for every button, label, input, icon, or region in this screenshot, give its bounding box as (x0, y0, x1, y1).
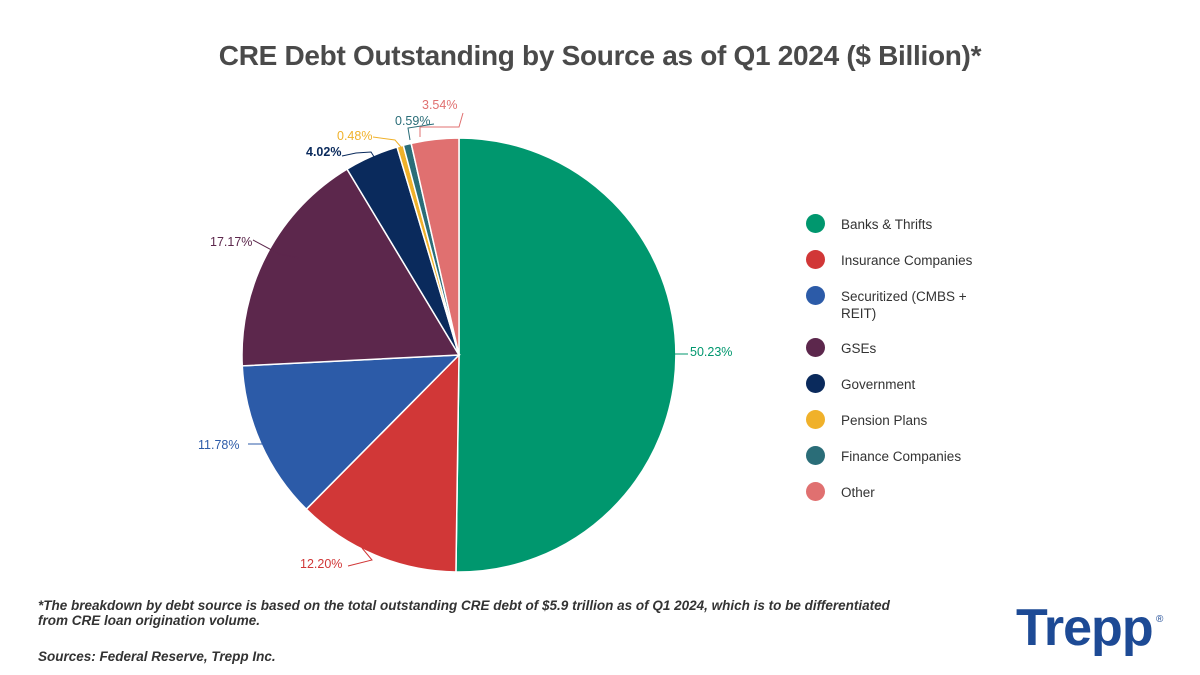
sources-note: Sources: Federal Reserve, Trepp Inc. (38, 649, 276, 664)
leader-line (341, 151, 379, 164)
legend-swatch-icon (806, 286, 825, 305)
legend-swatch-icon (806, 482, 825, 501)
data-label: 4.02% (306, 145, 341, 159)
data-label: 50.23% (690, 345, 732, 359)
legend-label: Other (841, 485, 875, 500)
registered-mark: ® (1156, 614, 1164, 625)
legend-item: Pension Plans (806, 410, 1006, 430)
chart-legend: Banks & Thrifts Insurance Companies Securi… (806, 214, 1006, 518)
legend-item: Government (806, 374, 1006, 394)
legend-swatch-icon (806, 250, 825, 269)
data-label: 11.78% (198, 438, 239, 452)
legend-label: Government (841, 377, 916, 392)
data-label: 0.59% (395, 114, 430, 128)
leader-line (419, 112, 464, 137)
legend-swatch-icon (806, 446, 825, 465)
legend-item: GSEs (806, 338, 1006, 358)
leader-line (347, 547, 373, 567)
data-label: 12.20% (300, 557, 342, 571)
pie-slice-other (410, 137, 460, 356)
legend-label: Insurance Companies (841, 253, 973, 268)
legend-label: Pension Plans (841, 413, 928, 428)
data-label: 3.54% (422, 98, 457, 112)
pie-slice-gses (241, 168, 461, 367)
pie-slices (241, 137, 677, 573)
pie-slice-banks-thrifts (455, 137, 677, 573)
data-label: 0.48% (337, 129, 372, 143)
pie-leader-lines (248, 112, 688, 567)
legend-item: Other (806, 482, 1006, 502)
leader-line (407, 123, 435, 141)
legend-label: GSEs (841, 341, 877, 356)
legend-label: Securitized (CMBS + REIT) (841, 289, 967, 321)
footnote: *The breakdown by debt source is based o… (38, 598, 890, 628)
legend-item: Securitized (CMBS + REIT) (806, 286, 1006, 322)
legend-swatch-icon (806, 410, 825, 429)
legend-item: Finance Companies (806, 446, 1006, 466)
pie-data-labels: 50.23% 12.20% 11.78% 17.17% 4.02% 0.48% 0.59% 3… (198, 98, 732, 571)
legend-label: Finance Companies (841, 449, 962, 464)
legend-label: Banks & Thrifts (841, 217, 933, 232)
trepp-logo: Trepp (1016, 599, 1154, 657)
data-label: 17.17% (210, 235, 252, 249)
chart-title: CRE Debt Outstanding by Source as of Q1 … (218, 40, 982, 71)
legend-item: Insurance Companies (806, 250, 1006, 270)
leader-line (372, 136, 402, 148)
legend-swatch-icon (806, 338, 825, 357)
legend-swatch-icon (806, 374, 825, 393)
pie-slice-insurance-companies (305, 353, 460, 573)
legend-swatch-icon (806, 214, 825, 233)
leader-line (252, 239, 301, 259)
legend-item: Banks & Thrifts (806, 214, 1006, 234)
